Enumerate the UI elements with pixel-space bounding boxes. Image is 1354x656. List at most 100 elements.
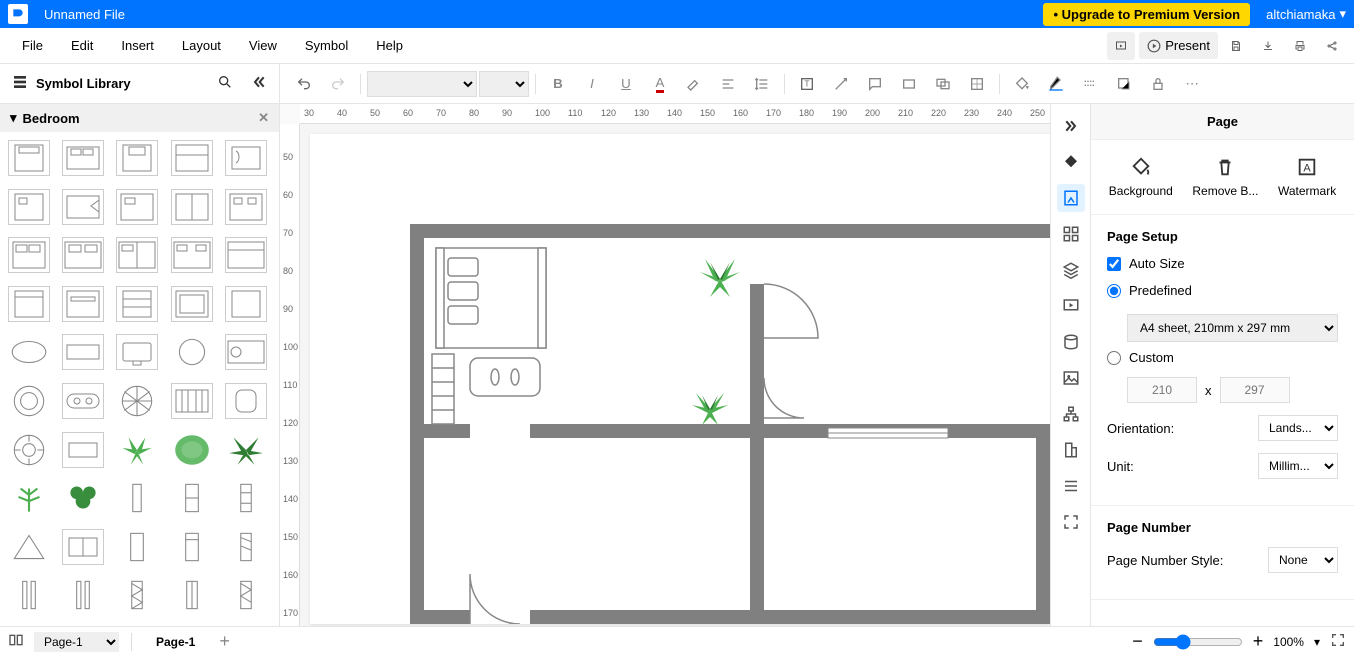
font-size-select[interactable] xyxy=(479,71,529,97)
unit-select[interactable]: Millim... xyxy=(1258,453,1338,479)
fill-button[interactable] xyxy=(1006,68,1038,100)
symbol-item[interactable] xyxy=(116,286,158,322)
canvas[interactable] xyxy=(300,124,1050,626)
menu-layout[interactable]: Layout xyxy=(168,32,235,59)
symbol-item[interactable] xyxy=(116,334,158,370)
shape2-button[interactable] xyxy=(927,68,959,100)
font-color-button[interactable]: A xyxy=(644,68,676,100)
text-box-button[interactable]: T xyxy=(791,68,823,100)
symbol-item[interactable] xyxy=(225,189,267,225)
symbol-item[interactable] xyxy=(116,529,158,565)
symbol-item[interactable] xyxy=(62,383,104,419)
bold-button[interactable]: B xyxy=(542,68,574,100)
symbol-plant[interactable] xyxy=(8,480,50,516)
layers-icon[interactable] xyxy=(1057,256,1085,284)
symbol-item[interactable] xyxy=(62,577,104,613)
symbol-item[interactable] xyxy=(171,286,213,322)
symbol-item[interactable] xyxy=(171,189,213,225)
image-tool-icon[interactable] xyxy=(1057,364,1085,392)
line-style-button[interactable] xyxy=(1074,68,1106,100)
chat-button[interactable] xyxy=(859,68,891,100)
menu-symbol[interactable]: Symbol xyxy=(291,32,362,59)
symbol-item[interactable] xyxy=(171,529,213,565)
symbol-item[interactable] xyxy=(62,140,104,176)
page-preset-select[interactable]: A4 sheet, 210mm x 297 mm xyxy=(1127,314,1338,342)
auto-size-checkbox[interactable] xyxy=(1107,257,1121,271)
background-action[interactable]: Background xyxy=(1109,156,1173,198)
symbol-item[interactable] xyxy=(8,140,50,176)
symbol-item[interactable] xyxy=(8,432,50,468)
connector-button[interactable] xyxy=(825,68,857,100)
search-icon[interactable] xyxy=(217,74,233,93)
symbol-item[interactable] xyxy=(116,237,158,273)
symbol-item[interactable] xyxy=(62,189,104,225)
fit-screen-button[interactable] xyxy=(1330,632,1346,651)
symbol-item[interactable] xyxy=(8,529,50,565)
shape3-button[interactable] xyxy=(961,68,993,100)
symbol-item[interactable] xyxy=(116,577,158,613)
symbol-item[interactable] xyxy=(8,189,50,225)
present-button[interactable]: Present xyxy=(1139,32,1218,59)
font-family-select[interactable] xyxy=(367,71,477,97)
symbol-item[interactable] xyxy=(8,577,50,613)
category-header[interactable]: ▾ Bedroom ✕ xyxy=(0,104,279,132)
download-button[interactable] xyxy=(1254,32,1282,60)
custom-height-input[interactable] xyxy=(1220,377,1290,403)
menu-edit[interactable]: Edit xyxy=(57,32,107,59)
align-button[interactable] xyxy=(712,68,744,100)
zoom-out-button[interactable]: − xyxy=(1132,631,1143,652)
page-tool-icon[interactable] xyxy=(1057,184,1085,212)
menu-view[interactable]: View xyxy=(235,32,291,59)
building-icon[interactable] xyxy=(1057,436,1085,464)
print-button[interactable] xyxy=(1286,32,1314,60)
symbol-item[interactable] xyxy=(62,237,104,273)
zoom-slider[interactable] xyxy=(1153,634,1243,650)
collapse-icon[interactable] xyxy=(251,74,267,93)
grid-tool-icon[interactable] xyxy=(1057,220,1085,248)
page-select[interactable]: Page-1 xyxy=(34,632,119,652)
undo-button[interactable] xyxy=(288,68,320,100)
shadow-button[interactable] xyxy=(1108,68,1140,100)
drawing-page[interactable] xyxy=(310,134,1050,624)
pages-icon[interactable] xyxy=(8,632,24,651)
fullscreen-icon[interactable] xyxy=(1057,508,1085,536)
symbol-item[interactable] xyxy=(171,480,213,516)
save-button[interactable] xyxy=(1222,32,1250,60)
italic-button[interactable]: I xyxy=(576,68,608,100)
close-category-icon[interactable]: ✕ xyxy=(258,110,269,126)
app-logo[interactable] xyxy=(8,4,28,24)
watermark-action[interactable]: A Watermark xyxy=(1278,156,1336,198)
present-tool-icon[interactable] xyxy=(1057,292,1085,320)
symbol-plant[interactable] xyxy=(225,432,267,468)
symbol-item[interactable] xyxy=(171,577,213,613)
custom-radio[interactable] xyxy=(1107,351,1121,365)
page-number-style-select[interactable]: None xyxy=(1268,547,1338,573)
symbol-item[interactable] xyxy=(225,383,267,419)
symbol-plant[interactable] xyxy=(171,432,213,468)
symbol-item[interactable] xyxy=(62,529,104,565)
symbol-item[interactable] xyxy=(225,577,267,613)
orientation-select[interactable]: Lands... xyxy=(1258,415,1338,441)
share-button[interactable] xyxy=(1318,32,1346,60)
zoom-in-button[interactable]: + xyxy=(1253,631,1264,652)
symbol-plant[interactable] xyxy=(116,432,158,468)
tree-icon[interactable] xyxy=(1057,400,1085,428)
symbol-item[interactable] xyxy=(171,237,213,273)
symbol-item[interactable] xyxy=(116,189,158,225)
menu-insert[interactable]: Insert xyxy=(107,32,168,59)
symbol-item[interactable] xyxy=(116,480,158,516)
line-spacing-button[interactable] xyxy=(746,68,778,100)
more-button[interactable]: ⋯ xyxy=(1176,68,1208,100)
upgrade-button[interactable]: • Upgrade to Premium Version xyxy=(1043,3,1250,26)
symbol-item[interactable] xyxy=(171,383,213,419)
expand-icon[interactable] xyxy=(1057,112,1085,140)
fill-tool-icon[interactable] xyxy=(1057,148,1085,176)
symbol-item[interactable] xyxy=(116,383,158,419)
menu-file[interactable]: File xyxy=(8,32,57,59)
symbol-item[interactable] xyxy=(225,237,267,273)
redo-button[interactable] xyxy=(322,68,354,100)
symbol-item[interactable] xyxy=(225,480,267,516)
symbol-item[interactable] xyxy=(8,286,50,322)
lock-button[interactable] xyxy=(1142,68,1174,100)
predefined-radio[interactable] xyxy=(1107,284,1121,298)
